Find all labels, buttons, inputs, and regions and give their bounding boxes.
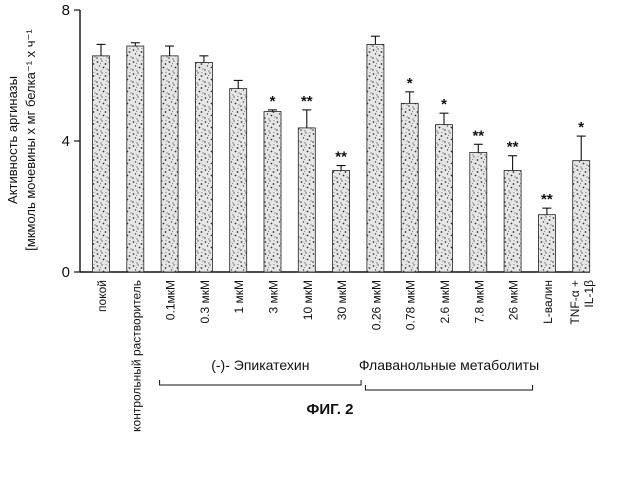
category-label: 7.8 мкМ bbox=[472, 280, 486, 324]
bar bbox=[367, 44, 384, 272]
category-label: 30 мкМ bbox=[335, 280, 349, 320]
bars: ************** bbox=[93, 36, 590, 272]
category-label: 10 мкМ bbox=[301, 280, 315, 320]
bar bbox=[93, 56, 110, 272]
category-label: 26 мкМ bbox=[507, 280, 521, 320]
bar bbox=[333, 170, 350, 272]
significance-marker: ** bbox=[335, 149, 347, 166]
category-label-line2: IL-1β bbox=[582, 280, 596, 308]
bar bbox=[264, 112, 281, 272]
bar bbox=[298, 128, 315, 272]
category-label: 0.1мкМ bbox=[164, 280, 178, 320]
significance-marker: ** bbox=[472, 127, 484, 144]
category-label: TNF-α + bbox=[568, 280, 582, 325]
y-axis-label-line2: [мкмоль мочевины x мг белка⁻¹ x ч⁻¹ bbox=[23, 29, 38, 251]
significance-marker: ** bbox=[541, 191, 553, 208]
category-label: покой bbox=[95, 280, 109, 312]
bar bbox=[573, 161, 590, 272]
y-tick-label: 4 bbox=[62, 133, 70, 150]
significance-marker: * bbox=[407, 75, 413, 92]
bar bbox=[195, 62, 212, 272]
bar bbox=[230, 89, 247, 272]
category-label: L-валин bbox=[541, 280, 555, 324]
group-label: Флаванольные метаболиты bbox=[359, 357, 539, 373]
y-tick-label: 8 bbox=[62, 2, 70, 19]
group-bracket bbox=[365, 385, 532, 390]
significance-marker: ** bbox=[507, 139, 519, 156]
y-tick-label: 0 bbox=[62, 264, 70, 281]
category-label: 0.78 мкМ bbox=[404, 280, 418, 330]
significance-marker: * bbox=[578, 119, 584, 136]
bar bbox=[538, 215, 555, 272]
bar bbox=[436, 125, 453, 272]
significance-marker: * bbox=[270, 93, 276, 110]
bar bbox=[504, 170, 521, 272]
significance-marker: * bbox=[441, 96, 447, 113]
y-axis-label-line1: Активность аргиназы bbox=[5, 76, 20, 204]
group-bracket bbox=[160, 380, 362, 385]
bar bbox=[161, 56, 178, 272]
category-label: 3 мкМ bbox=[267, 280, 281, 314]
category-label: 0.3 мкМ bbox=[198, 280, 212, 324]
category-label: 2.6 мкМ bbox=[438, 280, 452, 324]
group-label: (-)- Эпикатехин bbox=[211, 357, 309, 373]
group-brackets: (-)- Эпикатехин Флаванольные метаболиты bbox=[160, 357, 540, 390]
category-label: контрольный растворитель bbox=[129, 280, 143, 432]
bar bbox=[470, 152, 487, 272]
category-label: 0.26 мкМ bbox=[369, 280, 383, 330]
significance-marker: ** bbox=[301, 93, 313, 110]
bar bbox=[401, 103, 418, 272]
bar bbox=[127, 46, 144, 272]
category-label: 1 мкМ bbox=[232, 280, 246, 314]
figure-caption: ФИГ. 2 bbox=[307, 401, 354, 418]
